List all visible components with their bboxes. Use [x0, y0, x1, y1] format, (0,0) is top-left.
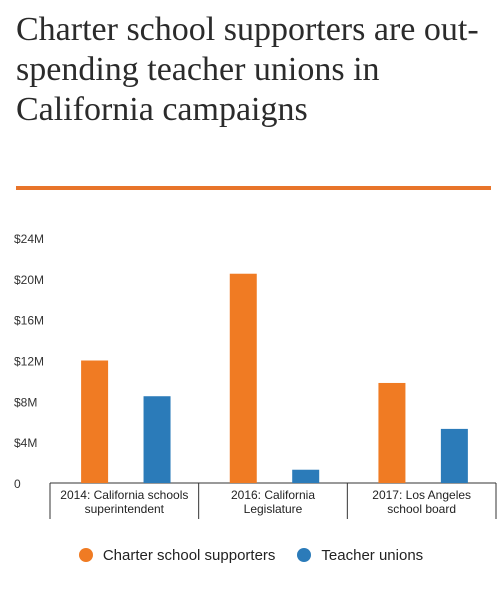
y-tick-label: $12M [14, 355, 44, 369]
y-tick-label: 0 [14, 477, 21, 491]
bar-charter [378, 382, 406, 483]
legend-swatch-charter [78, 548, 93, 562]
chart-title: Charter school supporters are out-spendi… [16, 11, 479, 128]
x-tick-label: school board [387, 502, 456, 516]
y-tick-label: $8M [14, 395, 37, 409]
x-tick-label: 2014: California schools [60, 488, 188, 502]
y-tick-label: $24M [14, 232, 44, 246]
legend-item-charter[interactable]: Charter school supporters [78, 546, 276, 564]
bar-chart: $24M $20M $16M $12M $8M $4M 0 2014: California … [14, 232, 497, 519]
x-tick-label: superintendent [85, 502, 165, 516]
bar-charter [81, 360, 109, 483]
bar-unions [292, 469, 320, 483]
bar-unions [440, 428, 468, 483]
legend-item-unions[interactable]: Teacher unions [297, 547, 423, 564]
legend-label-charter: Charter school supporters [102, 546, 276, 564]
y-tick-label: $16M [14, 314, 44, 328]
legend: Charter school supporters Teacher unions [0, 540, 502, 570]
title-underline [16, 186, 491, 190]
y-tick-label: $20M [14, 273, 44, 287]
bar-unions [143, 396, 171, 483]
x-tick-label: 2016: California [231, 488, 315, 502]
y-tick-label: $4M [14, 436, 37, 450]
x-tick-label: 2017: Los Angeles [372, 488, 471, 502]
legend-swatch-unions [297, 548, 312, 562]
legend-label-unions: Teacher unions [321, 546, 424, 564]
x-tick-label: Legislature [244, 502, 303, 516]
bar-charter [229, 273, 257, 483]
